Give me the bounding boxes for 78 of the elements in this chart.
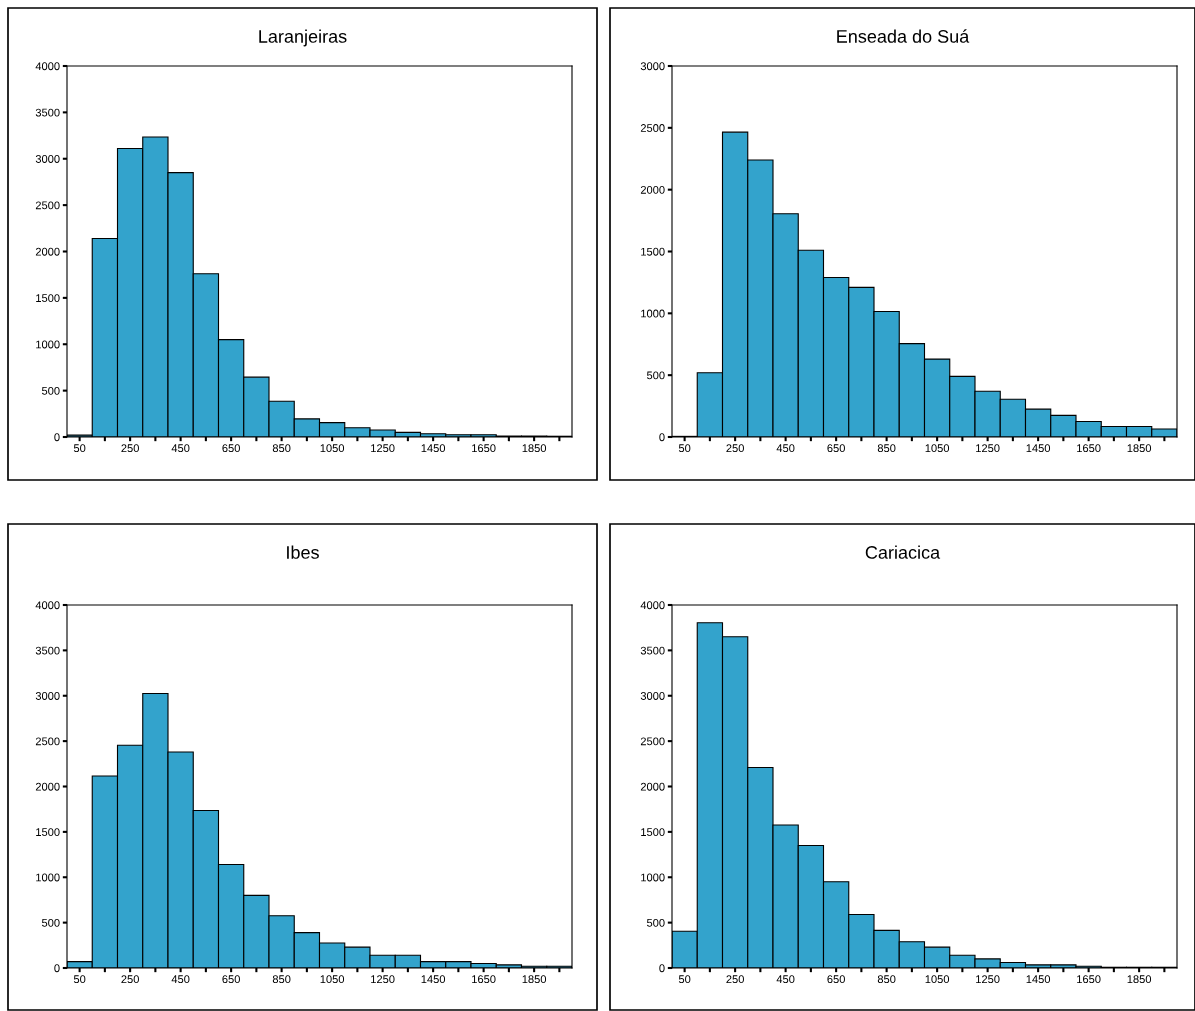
x-tick-label: 1250 — [371, 444, 395, 453]
x-tick-label: 1250 — [371, 975, 395, 984]
x-tick-label: 650 — [222, 975, 240, 984]
y-tick-label: 2000 — [640, 782, 665, 791]
y-tick-label: 2500 — [640, 737, 665, 746]
y-tick-label: 1500 — [36, 828, 60, 837]
chart-title: Laranjeiras — [259, 29, 347, 47]
y-tick-label: 1000 — [36, 873, 60, 882]
x-tick-label: 1650 — [472, 975, 496, 984]
x-tick-label: 1650 — [472, 444, 496, 453]
x-tick-label: 1650 — [1077, 444, 1101, 453]
x-tick-label: 650 — [222, 444, 240, 453]
x-tick-label: 250 — [726, 975, 744, 984]
y-tick-label: 2000 — [35, 782, 60, 791]
y-tick-label: 0 — [54, 964, 60, 973]
x-tick-label: 1250 — [976, 975, 1000, 984]
y-tick-label: 2500 — [640, 124, 665, 132]
y-tick-label: 3000 — [640, 692, 665, 700]
x-tick-label: 1450 — [421, 975, 446, 984]
y-tick-label: 1500 — [36, 294, 60, 303]
x-tick-label: 1450 — [421, 444, 446, 453]
y-tick-label: 3000 — [640, 62, 665, 71]
chart-title: Cariacica — [865, 545, 941, 559]
y-tick-label: 4000 — [35, 601, 60, 610]
x-tick-label: 450 — [776, 444, 795, 453]
x-tick-label: 1050 — [925, 444, 950, 453]
x-tick-label: 250 — [121, 975, 139, 984]
y-tick-label: 2000 — [35, 247, 60, 256]
x-tick-label: 850 — [272, 444, 291, 453]
x-tick-label: 1050 — [320, 975, 345, 984]
y-tick-label: 1000 — [36, 340, 60, 349]
x-tick-label: 450 — [171, 444, 190, 453]
y-tick-label: 500 — [646, 918, 665, 927]
y-tick-label: 1500 — [641, 247, 665, 256]
x-tick-label: 1450 — [1026, 444, 1051, 453]
x-tick-label: 450 — [776, 975, 795, 984]
x-tick-label: 850 — [877, 975, 896, 984]
x-tick-label: 1850 — [522, 444, 547, 453]
x-tick-label: 50 — [678, 975, 691, 984]
y-tick-label: 2000 — [640, 185, 665, 194]
y-tick-label: 500 — [41, 918, 60, 927]
y-tick-label: 500 — [646, 371, 665, 380]
y-tick-label: 3000 — [35, 692, 60, 700]
x-tick-label: 1450 — [1026, 975, 1051, 984]
x-tick-label: 250 — [121, 444, 139, 453]
x-tick-label: 1050 — [925, 975, 950, 984]
y-tick-label: 0 — [659, 433, 665, 442]
x-tick-label: 1650 — [1077, 975, 1101, 984]
y-tick-label: 0 — [659, 964, 665, 973]
y-tick-label: 1000 — [641, 309, 665, 318]
x-tick-label: 450 — [171, 975, 190, 984]
x-tick-label: 1850 — [1127, 444, 1152, 453]
y-tick-label: 0 — [54, 433, 60, 442]
x-tick-label: 250 — [726, 444, 744, 453]
x-tick-label: 50 — [678, 444, 691, 453]
chart-title: Ibes — [287, 545, 319, 559]
y-tick-label: 2500 — [35, 737, 60, 746]
y-tick-label: 1000 — [641, 873, 665, 882]
x-tick-label: 650 — [827, 975, 845, 984]
y-tick-label: 500 — [41, 386, 60, 395]
x-tick-label: 1850 — [1127, 975, 1152, 984]
y-tick-label: 2500 — [35, 201, 60, 210]
y-tick-label: 4000 — [35, 62, 60, 71]
y-tick-label: 4000 — [640, 601, 665, 610]
x-tick-label: 650 — [827, 444, 845, 453]
x-tick-label: 850 — [877, 444, 896, 453]
x-tick-label: 50 — [73, 975, 86, 984]
y-tick-label: 3500 — [640, 646, 665, 655]
x-tick-label: 1850 — [522, 975, 547, 984]
y-tick-label: 3500 — [35, 646, 60, 655]
x-tick-label: 1250 — [976, 444, 1000, 453]
y-tick-label: 3500 — [35, 108, 60, 117]
y-tick-label: 1500 — [641, 828, 665, 837]
chart-title: Enseada do Suá — [837, 29, 970, 43]
x-tick-label: 50 — [73, 444, 86, 453]
y-tick-label: 3000 — [35, 155, 60, 163]
x-tick-label: 850 — [272, 975, 291, 984]
x-tick-label: 1050 — [320, 444, 345, 453]
